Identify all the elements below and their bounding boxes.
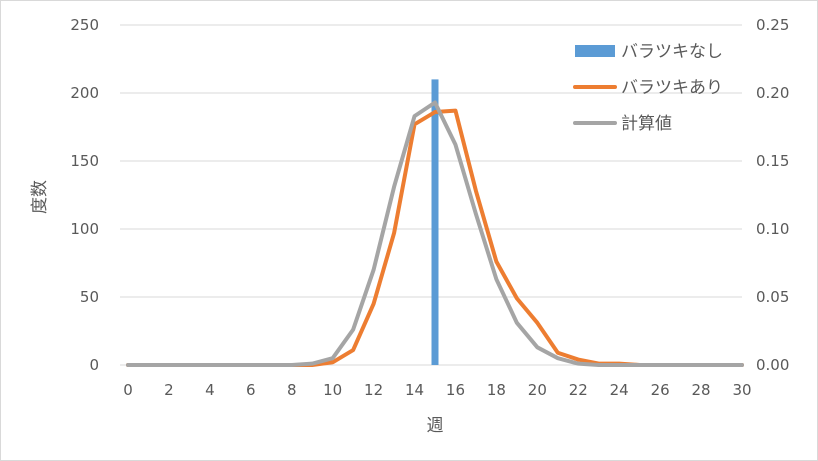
y-tick-label: 50 — [80, 288, 99, 306]
x-tick-label: 0 — [123, 381, 133, 399]
bar — [431, 79, 439, 366]
x-tick-label: 18 — [487, 381, 506, 399]
x-tick-label: 30 — [732, 381, 751, 399]
x-tick-label: 24 — [610, 381, 629, 399]
y2-tick-label: 0.00 — [756, 356, 789, 374]
y-tick-label: 0 — [89, 356, 99, 374]
y-tick-label: 250 — [70, 16, 99, 34]
x-tick-label: 2 — [164, 381, 174, 399]
x-tick-label: 6 — [246, 381, 256, 399]
grid-lines — [120, 24, 742, 366]
bar-series — [431, 79, 439, 366]
y2-tick-label: 0.10 — [756, 220, 789, 238]
x-tick-label: 10 — [323, 381, 342, 399]
x-tick-label: 12 — [364, 381, 383, 399]
y2-tick-label: 0.05 — [756, 288, 789, 306]
x-axis-tick-labels: 0 2 4 6 8 10 12 14 16 18 20 22 24 26 28 30 — [123, 381, 751, 399]
legend-swatch — [575, 45, 615, 57]
y-axis-title: 度数 — [30, 180, 50, 214]
y-axis-tick-labels: 0 50 100 150 200 250 — [70, 16, 99, 374]
x-tick-label: 14 — [405, 381, 424, 399]
legend-label: 計算値 — [621, 114, 672, 134]
x-tick-label: 26 — [651, 381, 670, 399]
legend-label: バラツキなし — [621, 42, 723, 62]
y2-tick-label: 0.15 — [756, 152, 789, 170]
x-tick-label: 8 — [287, 381, 297, 399]
series-line-2 — [126, 100, 744, 367]
x-tick-label: 4 — [205, 381, 215, 399]
x-tick-label: 28 — [692, 381, 711, 399]
y-tick-label: 150 — [70, 152, 99, 170]
line-series — [126, 100, 744, 367]
y2-tick-label: 0.25 — [756, 16, 789, 34]
x-tick-label: 22 — [569, 381, 588, 399]
y-tick-label: 100 — [70, 220, 99, 238]
y2-tick-label: 0.20 — [756, 84, 789, 102]
legend-label: バラツキあり — [621, 78, 723, 98]
x-tick-label: 16 — [446, 381, 465, 399]
x-tick-label: 20 — [528, 381, 547, 399]
y-tick-label: 200 — [70, 84, 99, 102]
x-axis-title: 週 — [427, 416, 444, 436]
secondary-y-axis-tick-labels: 0.00 0.05 0.10 0.15 0.20 0.25 — [756, 16, 789, 374]
